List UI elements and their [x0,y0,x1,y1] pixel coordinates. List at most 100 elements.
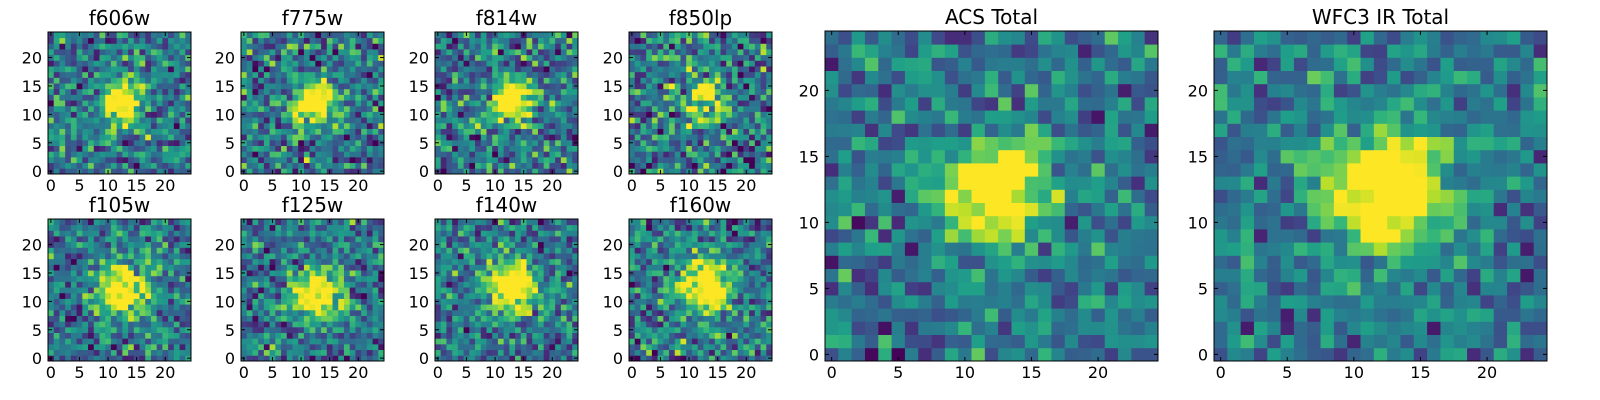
heatmap-cell [446,37,453,44]
heatmap-cell [133,287,140,294]
heatmap-cell [709,117,716,124]
heatmap-cell [703,134,710,141]
heatmap-cell [480,309,487,316]
heatmap-cell [440,287,447,294]
heatmap-cell [59,264,66,271]
heatmap-cell [480,315,487,322]
heatmap-cell [185,43,192,50]
y-tick-label: 0 [419,162,429,181]
heatmap-cell [669,309,676,316]
heatmap-cell [252,275,259,282]
heatmap-cell [88,343,95,351]
heatmap-cell [686,315,693,322]
heatmap-cell [749,43,756,50]
heatmap-cell [549,258,556,265]
heatmap-cell [366,117,373,124]
heatmap-cell [122,236,129,243]
heatmap-cell [139,122,146,129]
heatmap-cell [48,128,55,135]
heatmap-cell [634,156,641,164]
heatmap-cell [133,338,140,345]
heatmap-cell [366,247,373,254]
heatmap-cell [252,264,259,271]
heatmap-cell [646,151,653,158]
heatmap-cell [749,309,756,316]
heatmap-cell [572,117,579,124]
heatmap-cell [731,326,739,333]
heatmap-cell [105,270,112,277]
heatmap-cell [168,292,175,299]
heatmap-cell [128,326,135,333]
heatmap-cell [343,241,351,248]
heatmap-cell [338,139,345,146]
heatmap-cell [686,111,693,118]
heatmap-cell [275,71,282,78]
heatmap-cell [355,134,362,141]
heatmap-cell [76,298,83,305]
heatmap-cell [469,83,476,90]
heatmap-cell [338,236,345,243]
heatmap-cell [520,111,527,118]
heatmap-cell [703,77,710,84]
heatmap-cell [53,60,60,67]
heatmap-cell [88,309,95,316]
heatmap-cell [241,105,248,112]
heatmap-cell [145,332,152,339]
heatmap-cell [720,145,727,152]
heatmap-cell [116,241,123,248]
heatmap-cell [566,298,573,305]
heatmap-cell [634,309,641,316]
y-tick-label: 20 [215,49,235,68]
heatmap-cell [766,49,773,56]
heatmap-cell [720,43,727,50]
heatmap-cell [480,355,487,362]
heatmap-cell [743,332,750,339]
heatmap-cell [179,168,186,175]
heatmap-cell [697,332,704,339]
heatmap-cell [555,343,562,351]
heatmap-cell [110,224,118,231]
heatmap-cell [640,71,647,78]
heatmap-cell [560,168,567,175]
heatmap-cell [338,66,345,73]
y-tick-label: 15 [215,77,235,96]
heatmap-cell [743,94,750,101]
heatmap-cell [566,54,573,61]
heatmap-cell [162,264,169,271]
heatmap-cell [566,151,573,158]
heatmap-cell [497,77,505,84]
heatmap-cell [726,151,733,158]
heatmap-cell [361,71,368,78]
heatmap-cell [343,54,351,61]
heatmap-cell [680,281,687,288]
heatmap-cell [156,168,163,175]
heatmap-cell [173,32,180,39]
heatmap-cell [543,338,550,345]
heatmap-cell [59,43,66,50]
heatmap-cell [452,94,459,101]
heatmap-cell [338,315,345,322]
heatmap-cell [128,241,135,248]
heatmap-cell [515,270,522,277]
heatmap-cell [309,111,316,118]
heatmap-cell [720,54,727,61]
heatmap-cell [185,343,192,351]
heatmap-cell [252,270,259,277]
heatmap-cell [99,253,106,260]
heatmap-cell [156,77,163,84]
heatmap-cell [179,236,186,243]
heatmap-cell [378,117,385,124]
heatmap-cell [475,253,482,260]
heatmap-cell [355,54,362,61]
heatmap-cell [150,43,158,50]
heatmap-cell [646,122,653,129]
heatmap-cell [156,88,163,95]
heatmap-cell [116,134,123,141]
heatmap-cell [760,128,767,135]
heatmap-cell [179,100,186,107]
heatmap-cell [326,60,333,67]
heatmap-cell [440,117,447,124]
heatmap-cell [572,332,579,339]
heatmap-cell [480,349,487,356]
heatmap-cell [168,66,175,73]
